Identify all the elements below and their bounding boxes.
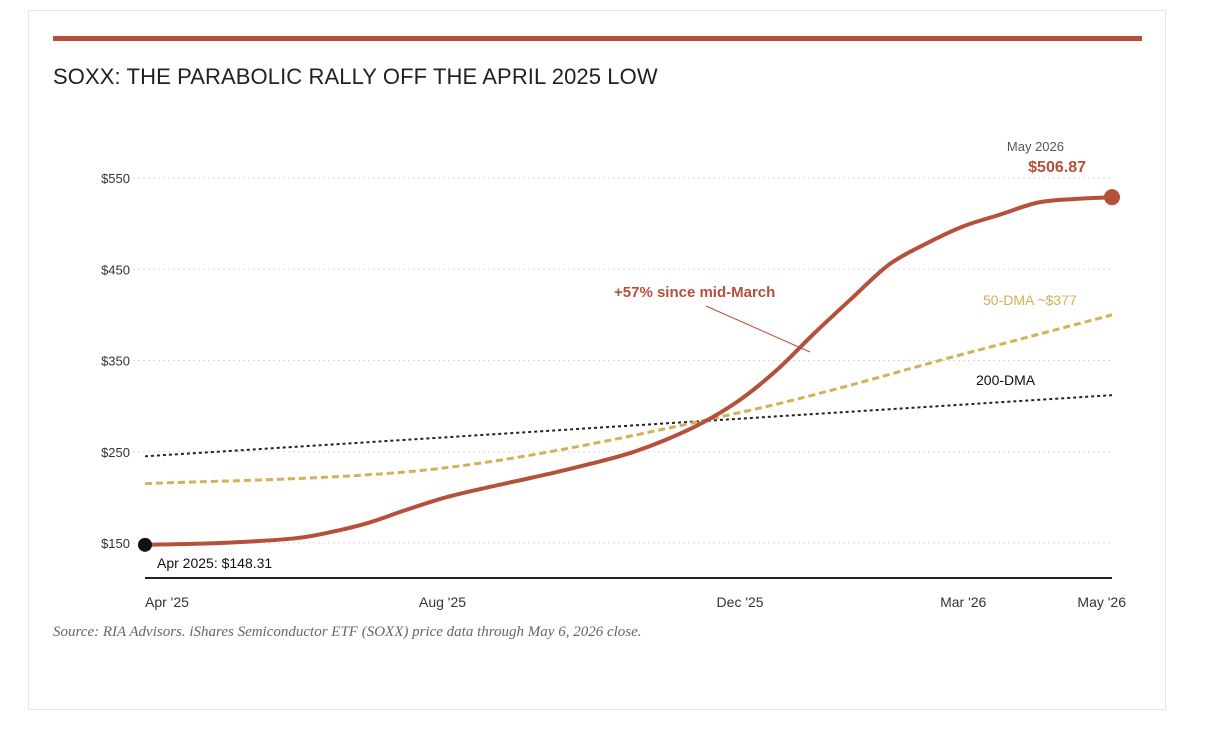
start-point [138,537,152,552]
price-line [143,195,1114,547]
end-value-label: $506.87 [1028,159,1086,176]
x-tick-label: Mar '26 [940,594,986,610]
chart-title: SOXX: THE PARABOLIC RALLY OFF THE APRIL … [53,64,658,89]
y-tick-label: $350 [101,354,130,369]
dma200-line [144,394,1113,458]
y-tick-label: $150 [101,536,130,551]
start-label: Apr 2025: $148.31 [157,555,272,571]
dma200-label: 200-DMA [976,372,1036,388]
x-tick-label: Aug '25 [419,594,466,610]
x-tick-label: Apr '25 [145,594,189,610]
end-date-label: May 2026 [1007,139,1064,154]
y-tick-label: $450 [101,262,130,277]
y-tick-label: $550 [101,171,130,186]
x-tick-label: Dec '25 [717,594,764,610]
dma50-line [144,313,1113,486]
accent-bar [53,36,1142,41]
source-note: Source: RIA Advisors. iShares Semiconduc… [53,624,642,640]
x-tick-label: May '26 [1077,594,1126,610]
end-point [1104,189,1120,206]
y-tick-label: $250 [101,445,130,460]
dma50-label: 50-DMA ~$377 [983,292,1077,308]
rally-leader-line [705,305,811,353]
rally-annotation: +57% since mid-March [614,284,775,301]
chart-card [28,10,1166,710]
